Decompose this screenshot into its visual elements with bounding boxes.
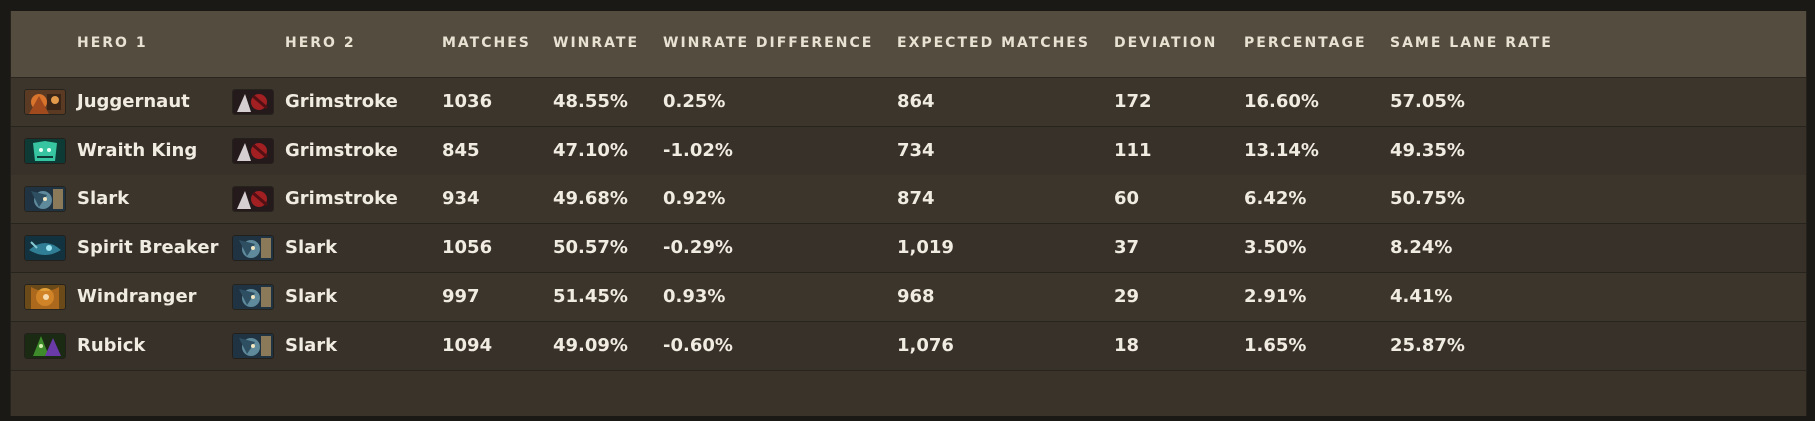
table-row[interactable]: Juggernaut Grimstroke 1036 48.55% 0.25% 864 17… bbox=[11, 78, 1806, 127]
grimstroke-portrait-icon[interactable] bbox=[233, 90, 273, 114]
expected-matches-value: 1,019 bbox=[897, 237, 954, 259]
winrate-difference-value: -0.60% bbox=[663, 334, 733, 356]
rubick-portrait-icon[interactable] bbox=[25, 333, 65, 358]
deviation-value: 111 bbox=[1114, 139, 1152, 161]
winrate-difference-value: -1.02% bbox=[663, 139, 733, 161]
matches-value: 1036 bbox=[442, 91, 493, 112]
slark-portrait-icon[interactable] bbox=[25, 187, 65, 212]
percentage-value: 1.65% bbox=[1244, 334, 1307, 356]
grimstroke-portrait-icon[interactable] bbox=[233, 187, 273, 212]
same-lane-rate-value: 50.75% bbox=[1390, 188, 1465, 210]
matches-value: 1056 bbox=[442, 237, 493, 259]
grimstroke-portrait-icon[interactable] bbox=[233, 138, 273, 163]
winrate-value: 49.09% bbox=[553, 334, 628, 356]
table-row[interactable]: Spirit Breaker Slark 1056 50.57% -0.29% 1,019… bbox=[11, 224, 1806, 274]
hero1-name[interactable]: Spirit Breaker bbox=[77, 237, 219, 259]
juggernaut-portrait-icon[interactable] bbox=[25, 90, 65, 114]
column-header-matches[interactable]: MATCHES bbox=[442, 35, 531, 51]
same-lane-rate-value: 49.35% bbox=[1390, 139, 1465, 161]
slark-portrait-icon[interactable] bbox=[233, 236, 273, 261]
hero2-name[interactable]: Slark bbox=[285, 285, 338, 307]
matches-value: 997 bbox=[442, 285, 480, 307]
matches-value: 934 bbox=[442, 188, 480, 210]
hero1-name[interactable]: Wraith King bbox=[77, 139, 198, 161]
table-row[interactable]: Slark Grimstroke 934 49.68% 0.92% 874 60 6.42% 5… bbox=[11, 175, 1806, 225]
hero2-name[interactable]: Grimstroke bbox=[285, 188, 398, 210]
expected-matches-value: 874 bbox=[897, 188, 935, 210]
column-header-deviation[interactable]: DEVIATION bbox=[1114, 35, 1218, 51]
deviation-value: 172 bbox=[1114, 91, 1152, 112]
winrate-value: 49.68% bbox=[553, 188, 628, 210]
winrate-difference-value: 0.93% bbox=[663, 285, 726, 307]
percentage-value: 16.60% bbox=[1244, 91, 1319, 112]
percentage-value: 13.14% bbox=[1244, 139, 1319, 161]
same-lane-rate-value: 4.41% bbox=[1390, 285, 1453, 307]
winrate-value: 50.57% bbox=[553, 237, 628, 259]
column-header-percentage[interactable]: PERCENTAGE bbox=[1244, 35, 1367, 51]
deviation-value: 29 bbox=[1114, 285, 1140, 307]
column-header-winrate-difference[interactable]: WINRATE DIFFERENCE bbox=[663, 35, 874, 51]
percentage-value: 3.50% bbox=[1244, 237, 1307, 259]
same-lane-rate-value: 25.87% bbox=[1390, 334, 1465, 356]
table-row[interactable]: Wraith King Grimstroke 845 47.10% -1.02% 734 1… bbox=[11, 126, 1806, 176]
same-lane-rate-value: 57.05% bbox=[1390, 91, 1465, 112]
column-header-expected-matches[interactable]: EXPECTED MATCHES bbox=[897, 35, 1090, 51]
matches-value: 845 bbox=[442, 139, 480, 161]
column-header-hero2[interactable]: HERO 2 bbox=[285, 35, 356, 51]
deviation-value: 60 bbox=[1114, 188, 1140, 210]
expected-matches-value: 864 bbox=[897, 91, 935, 112]
winrate-difference-value: -0.29% bbox=[663, 237, 733, 259]
expected-matches-value: 734 bbox=[897, 139, 935, 161]
winrate-difference-value: 0.92% bbox=[663, 188, 726, 210]
table-row[interactable]: Windranger Slark 997 51.45% 0.93% 968 29 2.91% 4… bbox=[11, 272, 1806, 322]
hero1-name[interactable]: Rubick bbox=[77, 334, 146, 356]
slark-portrait-icon[interactable] bbox=[233, 284, 273, 309]
column-header-winrate[interactable]: WINRATE bbox=[553, 35, 640, 51]
percentage-value: 2.91% bbox=[1244, 285, 1307, 307]
hero2-name[interactable]: Grimstroke bbox=[285, 139, 398, 161]
table-row[interactable]: Rubick Slark 1094 49.09% -0.60% 1,076 18 1.65% 2… bbox=[11, 321, 1806, 371]
matches-value: 1094 bbox=[442, 334, 493, 356]
winrate-difference-value: 0.25% bbox=[663, 91, 726, 112]
hero1-name[interactable]: Windranger bbox=[77, 285, 197, 307]
deviation-value: 37 bbox=[1114, 237, 1140, 259]
hero2-name[interactable]: Slark bbox=[285, 334, 338, 356]
expected-matches-value: 1,076 bbox=[897, 334, 954, 356]
column-header-hero1[interactable]: HERO 1 bbox=[77, 35, 148, 51]
wraith-king-portrait-icon[interactable] bbox=[25, 138, 65, 163]
same-lane-rate-value: 8.24% bbox=[1390, 237, 1453, 259]
hero2-name[interactable]: Slark bbox=[285, 237, 338, 259]
hero2-name[interactable]: Grimstroke bbox=[285, 91, 398, 112]
winrate-value: 51.45% bbox=[553, 285, 628, 307]
deviation-value: 18 bbox=[1114, 334, 1140, 356]
column-header-same-lane-rate[interactable]: SAME LANE RATE bbox=[1390, 35, 1553, 51]
windranger-portrait-icon[interactable] bbox=[25, 284, 65, 309]
hero1-name[interactable]: Juggernaut bbox=[77, 91, 190, 112]
expected-matches-value: 968 bbox=[897, 285, 935, 307]
winrate-value: 47.10% bbox=[553, 139, 628, 161]
slark-portrait-icon[interactable] bbox=[233, 333, 273, 358]
percentage-value: 6.42% bbox=[1244, 188, 1307, 210]
winrate-value: 48.55% bbox=[553, 91, 628, 112]
table-header: HERO 1 HERO 2 MATCHES WINRATE WINRATE DI… bbox=[11, 11, 1806, 78]
spirit-breaker-portrait-icon[interactable] bbox=[25, 236, 65, 261]
hero1-name[interactable]: Slark bbox=[77, 188, 130, 210]
hero-pair-table: HERO 1 HERO 2 MATCHES WINRATE WINRATE DI… bbox=[10, 11, 1807, 416]
